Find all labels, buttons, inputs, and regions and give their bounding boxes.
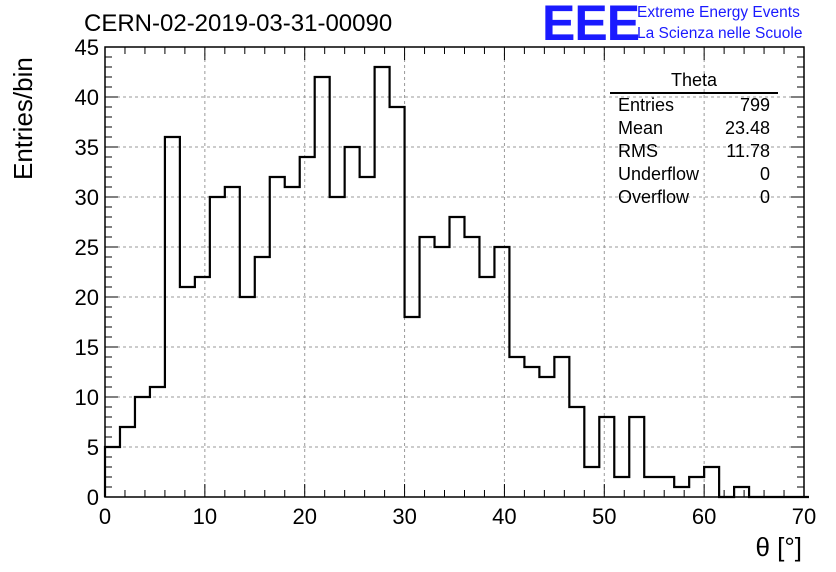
stats-value: 23.48 [724,118,770,138]
x-tick-label: 30 [392,504,416,529]
x-tick-label: 10 [193,504,217,529]
x-tick-label: 40 [492,504,516,529]
stats-row-overflow: Overflow 0 [610,186,778,209]
stats-label: Overflow [618,187,690,207]
stats-box: Theta Entries 799 Mean 23.48 RMS 11.78 U… [610,70,778,209]
x-tick-label: 50 [592,504,616,529]
stats-label: RMS [618,141,658,161]
stats-row-mean: Mean 23.48 [610,117,778,140]
logo-line-2: La Scienza nelle Scuole [637,25,803,42]
eee-logo: EEE [542,0,640,51]
stats-title: Theta [610,70,778,94]
y-tick-label: 10 [75,385,99,410]
y-tick-label: 0 [87,485,99,510]
logo-line-1: Extreme Energy Events [637,4,800,21]
y-tick-label: 40 [75,85,99,110]
stats-label: Entries [618,95,675,115]
y-tick-label: 20 [75,285,99,310]
x-tick-label: 0 [99,504,111,529]
stats-row-entries: Entries 799 [610,94,778,117]
stats-row-rms: RMS 11.78 [610,140,778,163]
x-tick-label: 20 [292,504,316,529]
stats-label: Mean [618,118,664,138]
y-axis-label: Entries/bin [8,57,38,180]
x-tick-label: 60 [692,504,716,529]
stats-row-underflow: Underflow 0 [610,163,778,186]
x-tick-label: 70 [792,504,816,529]
x-axis-label: θ [°] [755,532,802,562]
stats-value: 0 [759,187,770,207]
y-tick-label: 5 [87,435,99,460]
y-tick-label: 25 [75,235,99,260]
stats-value: 799 [739,95,770,115]
chart-title: CERN-02-2019-03-31-00090 [84,10,393,37]
histogram-series [103,65,809,499]
y-tick-label: 15 [75,335,99,360]
stats-value: 0 [759,164,770,184]
plot-frame [104,46,805,498]
stats-value: 11.78 [726,141,770,161]
y-tick-label: 35 [75,135,99,160]
stats-label: Underflow [618,164,700,184]
y-tick-label: 30 [75,185,99,210]
y-tick-label: 45 [75,35,99,60]
